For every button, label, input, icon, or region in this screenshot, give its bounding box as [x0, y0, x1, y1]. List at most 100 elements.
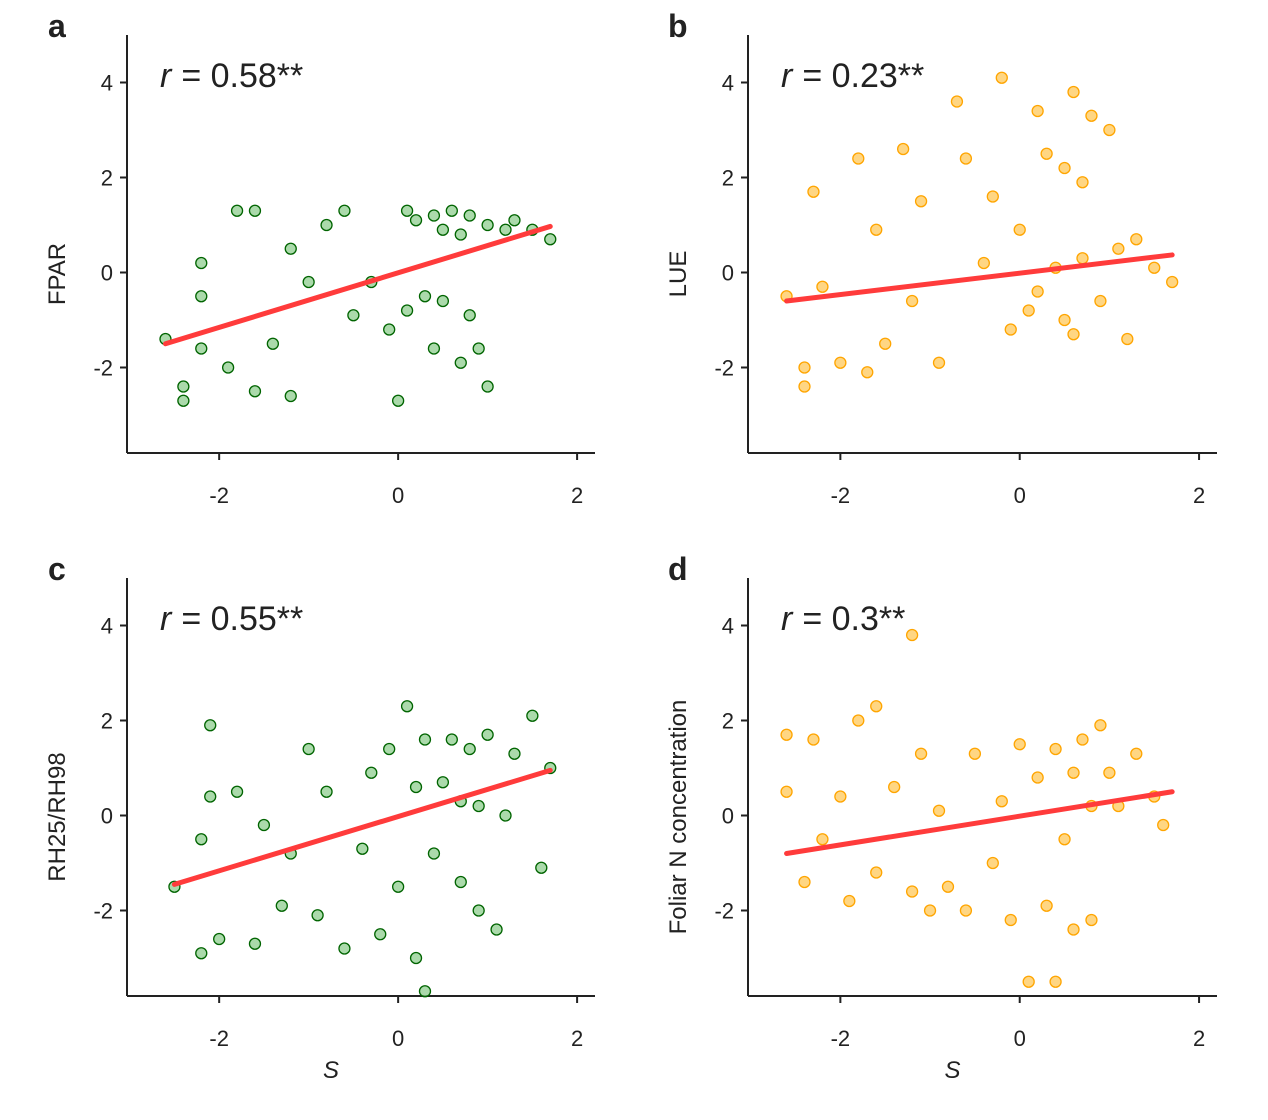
- y-tick-label: 4: [101, 614, 113, 639]
- point: [284, 389, 297, 403]
- point: [959, 152, 973, 165]
- point: [409, 951, 423, 965]
- point: [852, 714, 865, 727]
- point: [418, 733, 432, 746]
- annotation-var: r: [160, 57, 173, 95]
- point: [950, 95, 964, 108]
- point: [436, 776, 450, 789]
- point: [490, 923, 503, 936]
- point: [427, 847, 441, 860]
- point: [230, 785, 244, 798]
- point: [1094, 294, 1107, 308]
- point: [1076, 176, 1089, 189]
- point: [1049, 742, 1062, 756]
- point: [1058, 313, 1071, 327]
- point: [977, 256, 990, 270]
- point: [195, 256, 208, 270]
- point: [454, 875, 467, 889]
- x-tick-label: 0: [1014, 483, 1026, 508]
- y-tick-label: 0: [722, 261, 734, 286]
- point: [1067, 766, 1080, 779]
- point: [807, 185, 820, 198]
- point: [374, 928, 387, 941]
- point: [879, 337, 892, 350]
- point: [1031, 285, 1044, 298]
- point: [257, 818, 271, 832]
- point: [1067, 85, 1080, 99]
- point: [1148, 261, 1161, 274]
- x-tick-label: 0: [392, 483, 404, 508]
- point: [941, 880, 955, 893]
- panel: d -2 0 2 -2 0 2 4 Foliar N concentration Sr = 0.3*…: [665, 551, 1217, 1084]
- point: [1103, 766, 1116, 779]
- point: [266, 337, 280, 350]
- fit-line: [171, 767, 553, 887]
- point: [356, 842, 369, 855]
- y-tick-label: -2: [714, 356, 734, 381]
- panel: a -2 0 2 -2 0 2 4 FPAR r = 0.58**: [44, 8, 595, 508]
- point: [959, 904, 973, 917]
- x-tick-label: 0: [392, 1026, 404, 1051]
- point: [481, 380, 494, 393]
- panel-label: b: [668, 8, 688, 44]
- point: [204, 790, 217, 803]
- point: [1085, 109, 1098, 122]
- point: [284, 242, 297, 255]
- point: [1094, 719, 1107, 732]
- y-tick-label: 2: [722, 166, 734, 191]
- point: [436, 223, 450, 236]
- y-tick-label: 2: [101, 709, 113, 734]
- point: [932, 356, 946, 369]
- point: [995, 795, 1008, 808]
- point: [409, 780, 423, 794]
- point: [1022, 304, 1035, 317]
- point: [213, 932, 226, 946]
- point: [1013, 738, 1026, 751]
- point: [481, 728, 494, 741]
- point: [499, 223, 512, 236]
- point: [311, 909, 324, 922]
- point: [914, 195, 928, 208]
- point: [807, 733, 820, 746]
- point: [365, 766, 378, 779]
- point: [1004, 323, 1017, 336]
- point: [1130, 747, 1143, 760]
- point: [347, 309, 360, 322]
- annotation-text: = 0.3**: [802, 600, 905, 638]
- point: [1112, 242, 1125, 255]
- point: [472, 799, 485, 813]
- point: [1040, 899, 1053, 912]
- x-tick-label: 0: [1014, 1026, 1026, 1051]
- point: [454, 356, 467, 369]
- point: [204, 719, 217, 732]
- point: [1058, 833, 1071, 846]
- annotation-text: = 0.23**: [802, 57, 924, 95]
- point: [834, 790, 847, 803]
- annotation-var: r: [160, 600, 173, 638]
- point: [463, 742, 476, 756]
- point: [463, 209, 476, 222]
- y-tick-label: 0: [101, 804, 113, 829]
- panel-label: d: [668, 551, 688, 587]
- point: [986, 856, 999, 870]
- point: [427, 342, 441, 355]
- point: [302, 742, 315, 756]
- panel-label: a: [48, 8, 66, 44]
- point: [230, 204, 244, 217]
- point: [852, 152, 865, 165]
- point: [383, 742, 396, 756]
- point: [1040, 147, 1053, 160]
- point: [1067, 328, 1080, 341]
- point: [1166, 275, 1179, 289]
- annotation: r = 0.3**: [781, 600, 905, 638]
- point: [177, 394, 190, 407]
- point: [905, 885, 919, 898]
- point: [1004, 913, 1017, 927]
- point: [221, 361, 235, 374]
- y-tick-label: 4: [722, 614, 734, 639]
- fit-line: [784, 789, 1175, 856]
- x-tick-label: -2: [831, 1026, 851, 1051]
- point: [834, 356, 847, 369]
- y-tick-label: 0: [101, 261, 113, 286]
